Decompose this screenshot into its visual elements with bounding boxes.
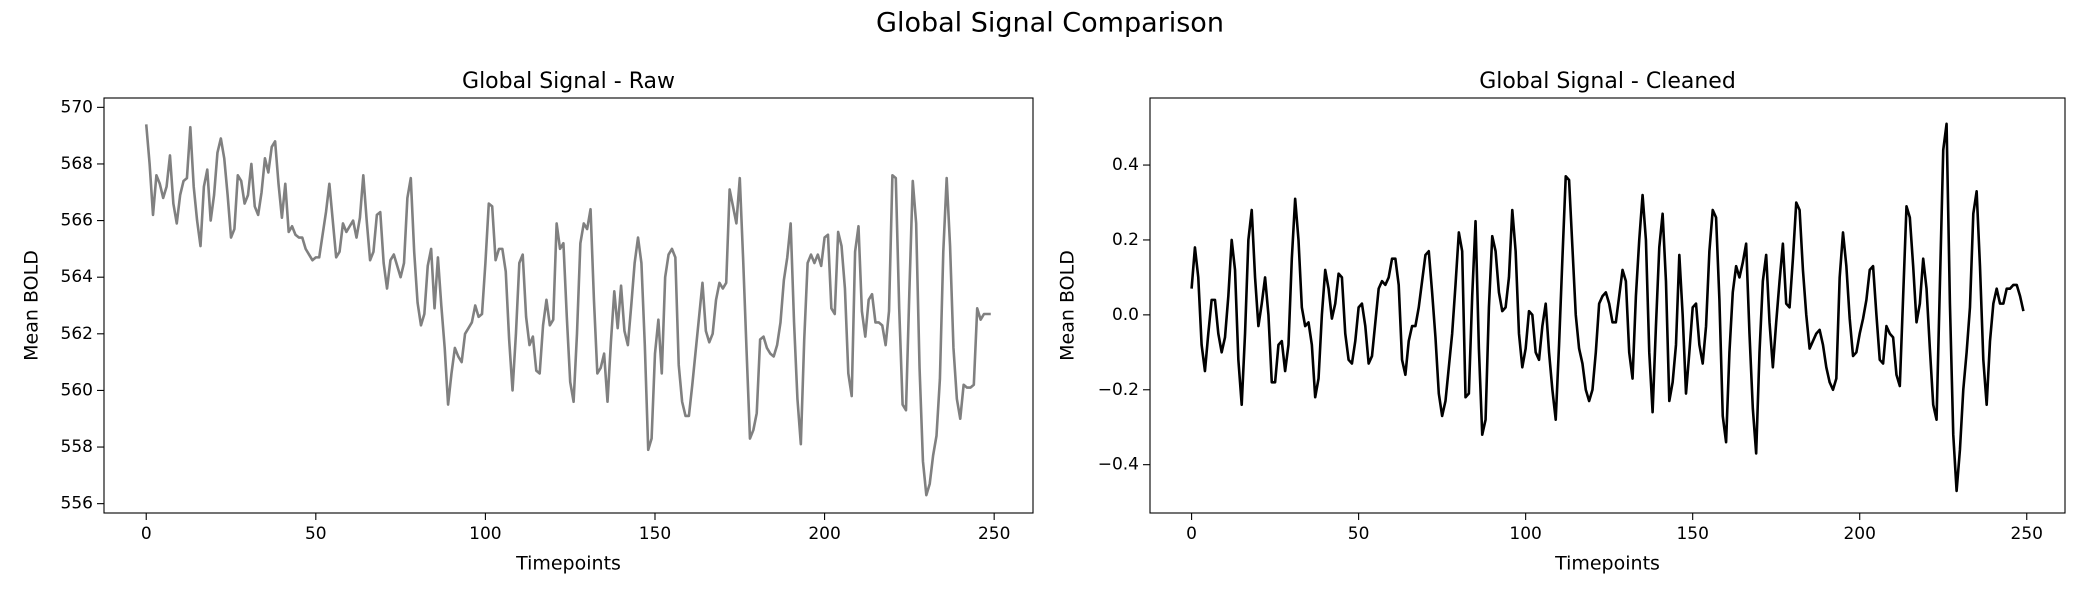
- y-axis-label: Mean BOLD: [21, 250, 43, 361]
- y-tick-label: 0.0: [1112, 305, 1139, 325]
- x-tick-label: 50: [305, 524, 327, 544]
- x-tick-label: 200: [808, 524, 840, 544]
- y-tick-label: 558: [61, 437, 93, 457]
- x-tick-label: 50: [1348, 524, 1370, 544]
- x-tick-label: 100: [1509, 524, 1541, 544]
- x-tick-label: 0: [141, 524, 152, 544]
- figure-title: Global Signal Comparison: [876, 8, 1224, 39]
- y-tick-label: 564: [61, 267, 93, 287]
- y-tick-label: 0.4: [1112, 155, 1139, 175]
- y-tick-label: 562: [61, 324, 93, 344]
- subplot-title: Global Signal - Cleaned: [1479, 69, 1736, 94]
- x-tick-label: 0: [1186, 524, 1197, 544]
- y-tick-label: 570: [61, 97, 93, 117]
- x-tick-label: 250: [978, 524, 1010, 544]
- y-tick-label: 556: [61, 494, 93, 514]
- y-tick-label: 0.2: [1112, 230, 1139, 250]
- signal-line: [144, 124, 991, 497]
- subplot: Global Signal - Raw Timepoints Mean BOLD 0 5…: [21, 69, 1034, 575]
- x-axis-label: Timepoints: [515, 553, 621, 575]
- y-tick-label: 568: [61, 154, 93, 174]
- signal-line: [1190, 122, 2025, 493]
- x-tick-label: 150: [639, 524, 671, 544]
- x-tick-label: 150: [1676, 524, 1708, 544]
- axes-frame: [1149, 97, 2066, 514]
- y-axis-label: Mean BOLD: [1057, 250, 1079, 361]
- x-axis-label: Timepoints: [1554, 553, 1660, 575]
- y-tick-label: 560: [61, 380, 93, 400]
- x-tick-label: 100: [469, 524, 501, 544]
- y-tick-label: −0.2: [1098, 380, 1139, 400]
- axes-frame: [103, 97, 1034, 514]
- subplot-title: Global Signal - Raw: [462, 69, 675, 94]
- y-tick-label: 566: [61, 211, 93, 231]
- x-tick-label: 250: [2011, 524, 2043, 544]
- subplot: Global Signal - Cleaned Timepoints Mean BO…: [1057, 69, 2066, 575]
- y-tick-label: −0.4: [1098, 455, 1139, 475]
- x-tick-label: 200: [1843, 524, 1875, 544]
